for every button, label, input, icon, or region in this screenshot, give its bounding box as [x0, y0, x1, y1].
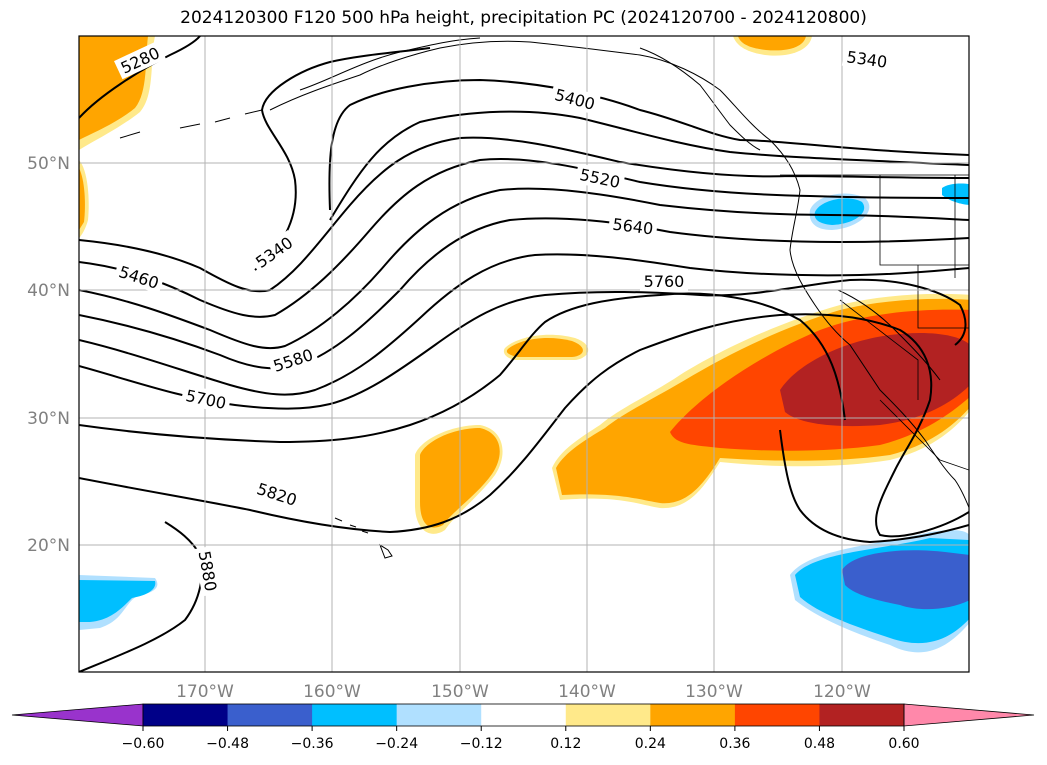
contour-labels: 5280 5340 5340 5400 5460 5520 5580 5640 …	[113, 40, 893, 597]
colorbar-swatch	[650, 704, 736, 726]
contour-label-5700: 5700	[184, 386, 228, 413]
colorbar-swatch	[227, 704, 313, 726]
colorbar-tick-label: 0.60	[888, 736, 919, 752]
contour-label-5340-east: 5340	[845, 47, 888, 71]
map-plot-area: 5280 5340 5340 5400 5460 5520 5580 5640 …	[79, 36, 969, 672]
colorbar-extend-high	[903, 703, 1035, 727]
positive-precip-anomaly	[79, 36, 969, 534]
colorbar-swatch	[312, 704, 398, 726]
lon-label-170w: 170°W	[176, 682, 234, 702]
colorbar-swatch	[734, 704, 820, 726]
colorbar-swatch	[481, 704, 567, 726]
contour-label-5760: 5760	[644, 272, 685, 291]
colorbar-swatch	[565, 704, 651, 726]
contour-label-5400: 5400	[553, 85, 597, 114]
colorbar-outline	[142, 703, 905, 727]
latitude-labels: 50°N 40°N 30°N 20°N	[27, 154, 70, 556]
colorbar-tick-label: −0.24	[375, 736, 418, 752]
colorbar-swatch	[819, 704, 905, 726]
colorbar-swatch	[396, 704, 482, 726]
colorbar: −0.60 −0.48 −0.36 −0.24 −0.12 0.12 0.24 0.36 0.4…	[11, 703, 1035, 752]
colorbar-tick-label: −0.36	[291, 736, 334, 752]
lon-label-160w: 160°W	[303, 682, 361, 702]
height-contours	[79, 36, 969, 672]
contour-label-5640: 5640	[612, 215, 655, 239]
contour-label-5880: 5880	[195, 549, 221, 592]
lat-label-30n: 30°N	[27, 409, 70, 429]
state-borders	[780, 174, 969, 471]
lon-label-140w: 140°W	[558, 682, 616, 702]
colorbar-swatches	[11, 703, 1035, 727]
colorbar-tick-label: −0.48	[206, 736, 249, 752]
contour-label-5520: 5520	[578, 165, 622, 192]
lon-label-130w: 130°W	[685, 682, 743, 702]
map-title: 2024120300 F120 500 hPa height, precipit…	[180, 8, 867, 28]
colorbar-swatch	[143, 704, 229, 726]
colorbar-extend-low	[11, 703, 144, 727]
lat-label-40n: 40°N	[27, 281, 70, 301]
colorbar-tick-label: 0.12	[550, 736, 581, 752]
contour-label-5820: 5820	[255, 479, 300, 510]
lat-label-20n: 20°N	[27, 536, 70, 556]
contour-label-5580: 5580	[271, 345, 316, 376]
colorbar-ticks: −0.60 −0.48 −0.36 −0.24 −0.12 0.12 0.24 0.36 0.4…	[122, 726, 920, 752]
lon-label-150w: 150°W	[431, 682, 489, 702]
colorbar-tick-label: 0.24	[635, 736, 666, 752]
contour-label-5460: 5460	[117, 262, 162, 293]
negative-precip-anomaly	[79, 183, 969, 653]
lat-label-50n: 50°N	[27, 154, 70, 174]
colorbar-tick-label: −0.60	[122, 736, 165, 752]
colorbar-tick-label: −0.12	[460, 736, 503, 752]
colorbar-tick-label: 0.36	[719, 736, 750, 752]
longitude-labels: 170°W 160°W 150°W 140°W 130°W 120°W	[176, 682, 871, 702]
map-frame	[78, 35, 970, 673]
colorbar-tick-label: 0.48	[804, 736, 835, 752]
lon-label-120w: 120°W	[813, 682, 871, 702]
